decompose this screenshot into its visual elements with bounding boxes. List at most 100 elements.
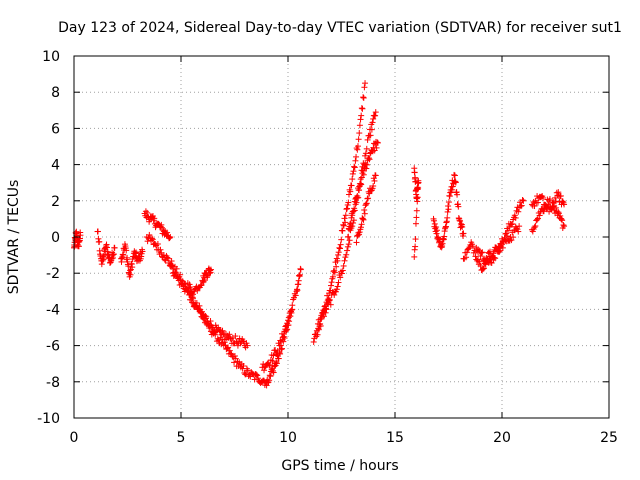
data-point (337, 241, 344, 248)
data-point (350, 208, 357, 215)
data-point (374, 139, 381, 146)
data-point (552, 194, 559, 201)
data-point (488, 259, 495, 266)
data-point (267, 373, 274, 380)
data-point (139, 248, 146, 255)
data-point (345, 241, 352, 248)
data-point (480, 265, 487, 272)
data-point (354, 146, 361, 153)
data-point (172, 269, 179, 276)
data-point (510, 234, 517, 241)
data-point (149, 236, 156, 243)
data-point (108, 255, 115, 262)
data-point (94, 228, 101, 235)
data-point (508, 221, 515, 228)
data-point (351, 164, 358, 171)
data-point (362, 152, 369, 159)
y-tick-label: -6 (46, 339, 60, 355)
data-point (354, 195, 361, 202)
data-point (281, 335, 288, 342)
data-point (315, 326, 322, 333)
data-point (364, 136, 371, 143)
y-tick-label: 10 (42, 49, 60, 65)
data-point (448, 186, 455, 193)
data-point (540, 194, 547, 201)
data-point (454, 191, 461, 198)
data-point (433, 224, 440, 231)
data-point (271, 363, 278, 370)
data-point (263, 382, 270, 389)
data-point (204, 318, 211, 325)
data-point (474, 257, 481, 264)
data-point (359, 215, 366, 222)
data-point (120, 251, 127, 258)
data-point (414, 198, 421, 205)
data-point (329, 273, 336, 280)
data-point (207, 318, 214, 325)
data-point (560, 222, 567, 229)
data-point (353, 153, 360, 160)
x-tick-label: 15 (386, 430, 404, 446)
data-point (344, 247, 351, 254)
data-point (344, 205, 351, 212)
data-point (240, 362, 247, 369)
data-point (294, 287, 301, 294)
data-point (415, 179, 422, 186)
data-point (337, 245, 344, 252)
data-point (465, 245, 472, 252)
data-point (490, 250, 497, 257)
data-point (515, 208, 522, 215)
data-point (482, 259, 489, 266)
data-point (354, 143, 361, 150)
y-tick-label: 8 (51, 85, 60, 101)
data-point (186, 281, 193, 288)
data-point (372, 109, 379, 116)
data-point (368, 126, 375, 133)
data-point (445, 206, 452, 213)
data-point (144, 238, 151, 245)
data-point (328, 279, 335, 286)
data-point (370, 183, 377, 190)
data-point (338, 236, 345, 243)
data-point (531, 203, 538, 210)
axis-ticks (73, 55, 610, 419)
data-point (179, 280, 186, 287)
data-point (198, 282, 205, 289)
data-point (355, 136, 362, 143)
data-point (347, 220, 354, 227)
data-point (336, 244, 343, 251)
data-point (236, 335, 243, 342)
data-point (553, 189, 560, 196)
y-tick-label: -2 (46, 266, 60, 282)
data-point (561, 223, 568, 230)
data-point (202, 312, 209, 319)
data-point (487, 259, 494, 266)
data-point (481, 265, 488, 272)
data-point (444, 208, 451, 215)
data-point (367, 132, 374, 139)
data-point (310, 338, 317, 345)
data-point (509, 220, 516, 227)
data-point (292, 292, 299, 299)
data-point (552, 198, 559, 205)
data-point (276, 349, 283, 356)
data-point (226, 331, 233, 338)
data-point (227, 350, 234, 357)
data-point (328, 282, 335, 289)
data-point (372, 172, 379, 179)
data-point (555, 210, 562, 217)
data-point (187, 284, 194, 291)
data-point (444, 214, 451, 221)
data-point (459, 223, 466, 230)
data-point (494, 248, 501, 255)
data-point (511, 212, 518, 219)
data-point (518, 202, 525, 209)
data-point (267, 361, 274, 368)
data-point (349, 212, 356, 219)
data-point (338, 270, 345, 277)
data-point (517, 203, 524, 210)
y-tick-labels: -10 -8 -6 -4 -2 0 2 4 6 8 10 (37, 49, 60, 427)
data-point (536, 212, 543, 219)
data-point (154, 240, 161, 247)
data-point (280, 338, 287, 345)
